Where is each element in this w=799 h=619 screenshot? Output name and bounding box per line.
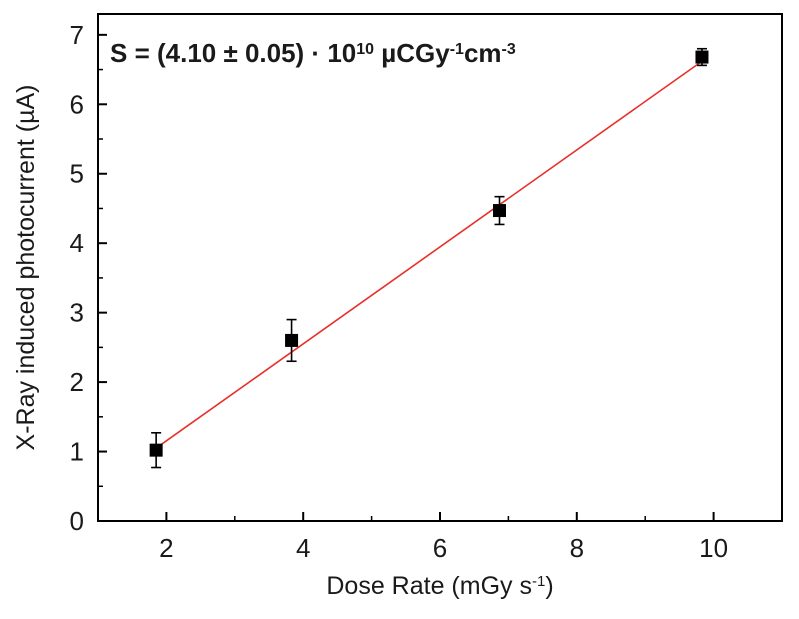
y-tick-label: 2	[70, 367, 84, 397]
plot-frame	[97, 13, 783, 522]
x-axis-ticks: 2 4 6 8 10	[159, 512, 728, 563]
sensitivity-annotation: S = (4.10 ± 0.05) · 1010 µCGy-1cm-3	[110, 38, 516, 68]
data-points	[149, 47, 709, 469]
x-axis-title: Dose Rate (mGy s-1)	[326, 572, 553, 600]
x-tick-label: 6	[433, 533, 447, 563]
x-tick-label: 8	[570, 533, 584, 563]
y-tick-label: 0	[70, 506, 84, 536]
data-point-marker	[149, 443, 163, 457]
data-point-marker	[285, 333, 299, 347]
x-tick-label: 2	[159, 533, 173, 563]
fit-line	[155, 60, 703, 449]
data-point-marker	[695, 50, 709, 64]
y-axis-ticks: 0 1 2 3 4 5 6 7	[70, 20, 107, 536]
y-tick-label: 6	[70, 89, 84, 119]
y-tick-label: 5	[70, 159, 84, 189]
y-tick-label: 4	[70, 228, 84, 258]
y-tick-label: 1	[70, 437, 84, 467]
y-axis-title: X-Ray induced photocurrent (µA)	[12, 85, 40, 451]
data-point-marker	[493, 204, 507, 218]
x-tick-label: 10	[699, 533, 728, 563]
y-tick-label: 7	[70, 20, 84, 50]
y-tick-label: 3	[70, 298, 84, 328]
x-tick-label: 4	[296, 533, 310, 563]
